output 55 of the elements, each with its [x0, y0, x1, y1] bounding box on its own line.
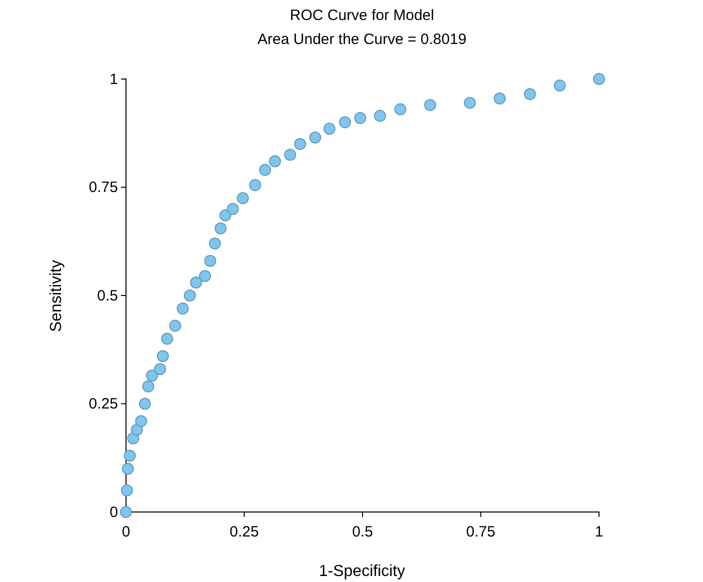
point [135, 415, 148, 428]
x-tick-label: 0.5 [352, 524, 373, 540]
y-axis-title: Sensitivity [48, 260, 65, 332]
point [249, 179, 262, 192]
y-tick-label: 0.5 [97, 287, 118, 304]
point [120, 484, 133, 496]
point [169, 320, 182, 332]
point [593, 73, 605, 85]
point [354, 112, 366, 124]
point [323, 122, 336, 135]
point [268, 155, 281, 168]
point [219, 209, 232, 222]
x-axis-title: 1-Specificity [318, 563, 406, 580]
point [374, 110, 386, 122]
point [122, 462, 134, 475]
point [176, 302, 189, 314]
point [309, 131, 322, 144]
chart-title: ROC Curve for Model [290, 7, 434, 24]
point [198, 270, 211, 282]
y-tick-label: 0.75 [88, 179, 118, 196]
point [464, 96, 476, 109]
chart-subtitle: Area Under the Curve = 0.8019 [258, 31, 466, 48]
point [138, 398, 151, 410]
point [127, 432, 140, 444]
point [226, 202, 239, 215]
point [184, 290, 196, 302]
point [190, 276, 202, 288]
y-tick-label: 1 [110, 70, 118, 88]
point [208, 238, 221, 250]
point [259, 164, 272, 176]
point [146, 370, 158, 382]
y-tick-label: 0 [110, 504, 118, 521]
point [524, 88, 536, 100]
point [124, 450, 136, 462]
point [424, 98, 436, 111]
point [394, 103, 406, 116]
point [142, 380, 154, 392]
x-tick-label: 0.75 [466, 524, 496, 540]
point [130, 424, 143, 436]
point [204, 254, 216, 267]
x-tick-label: 0.25 [230, 524, 259, 540]
point [339, 116, 351, 128]
point [156, 350, 169, 362]
y-tick-label: 0.25 [88, 396, 118, 413]
x-tick-label: 1 [594, 524, 604, 540]
point [284, 148, 296, 161]
point [236, 192, 249, 204]
x-tick-label: 0 [122, 524, 130, 540]
point [214, 222, 227, 234]
point [494, 92, 506, 104]
point [154, 363, 166, 376]
point [161, 332, 174, 345]
point [554, 80, 566, 92]
point [294, 138, 306, 150]
point [120, 506, 132, 518]
